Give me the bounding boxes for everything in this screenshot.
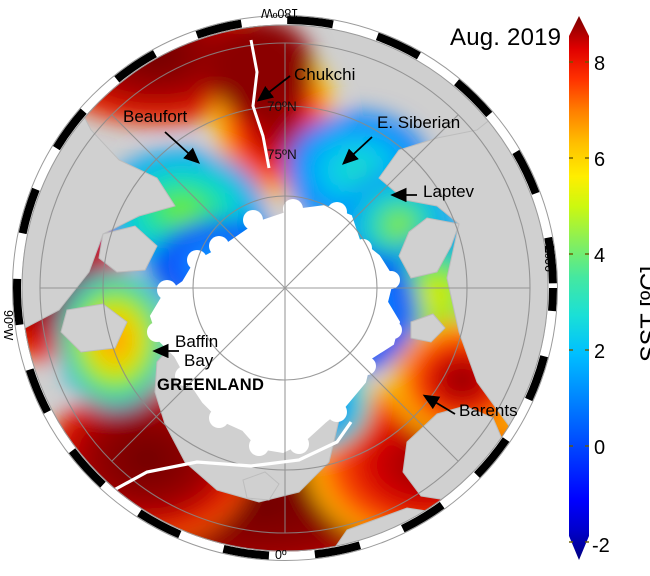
map-rim-dashes [13,16,557,560]
arctic-sst-map: Chukchi Beaufort E. Siberian Laptev Bare… [1,6,563,566]
sea-label-laptev: Laptev [423,182,475,201]
sea-label-baffin: Baffin [175,332,219,351]
colorbar-gradient [569,16,589,560]
land-label-greenland: GREENLAND [157,376,265,394]
latitude-label-75n: 75ºN [267,147,297,162]
colorbar-tick-label-4: 4 [594,245,606,267]
longitude-label-180w: 180ºW [261,6,299,20]
sea-label-bay: Bay [184,351,214,370]
sea-label-e-siberian: E. Siberian [377,113,461,132]
colorbar-tick-label-6: 6 [594,149,606,171]
colorbar-axis-label: SST [ºC] [604,206,650,366]
colorbar: -2 0 2 4 6 8 [563,8,610,568]
graticule [39,42,531,534]
sea-label-chukchi: Chukchi [294,65,356,84]
colorbar-tick-label-2: 2 [594,341,606,363]
sst-contour-line [102,421,353,498]
longitude-label-90e: 90ºE [543,245,557,272]
sea-label-beaufort: Beaufort [123,107,188,126]
sea-ice-edge-detail [147,199,402,456]
longitude-label-0: 0º [275,548,287,562]
map-rim-outline [12,15,558,561]
arrow-chukchi [256,75,291,102]
latitude-label-70n: 70ºN [267,99,297,114]
sea-label-barents: Barents [459,401,518,420]
longitude-label-90w: 90ºW [1,310,15,341]
colorbar-tick-label-0: 0 [594,437,606,459]
sst-contour-line-north [249,39,271,169]
colorbar-tick-label-m2: -2 [592,535,610,557]
arrow-barents [422,394,456,415]
colorbar-ticks [569,61,589,543]
map-rim-inline [21,24,549,552]
figure-title: Aug. 2019 [450,24,562,51]
map-svg [12,15,558,561]
colorbar-axis-label-text: SST [ºC] [636,265,650,362]
map-content [14,17,556,559]
arrow-beaufort [164,131,200,164]
colorbar-tick-label-8: 8 [594,53,606,75]
annotation-arrows [152,75,456,415]
arrow-esiberian [342,136,373,165]
colorbar-svg [569,16,589,560]
